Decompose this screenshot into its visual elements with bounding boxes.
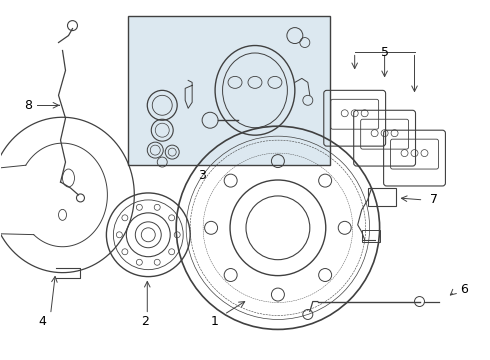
Text: 6: 6 bbox=[461, 283, 468, 296]
Text: 8: 8 bbox=[24, 99, 33, 112]
Text: 2: 2 bbox=[141, 315, 149, 328]
Text: 4: 4 bbox=[39, 315, 47, 328]
Text: 1: 1 bbox=[211, 315, 219, 328]
Text: 3: 3 bbox=[198, 168, 206, 181]
Bar bbox=[128, 15, 330, 165]
Bar bbox=[368, 188, 395, 206]
Text: 5: 5 bbox=[381, 46, 389, 59]
Text: 7: 7 bbox=[430, 193, 439, 206]
Bar bbox=[362, 230, 380, 242]
